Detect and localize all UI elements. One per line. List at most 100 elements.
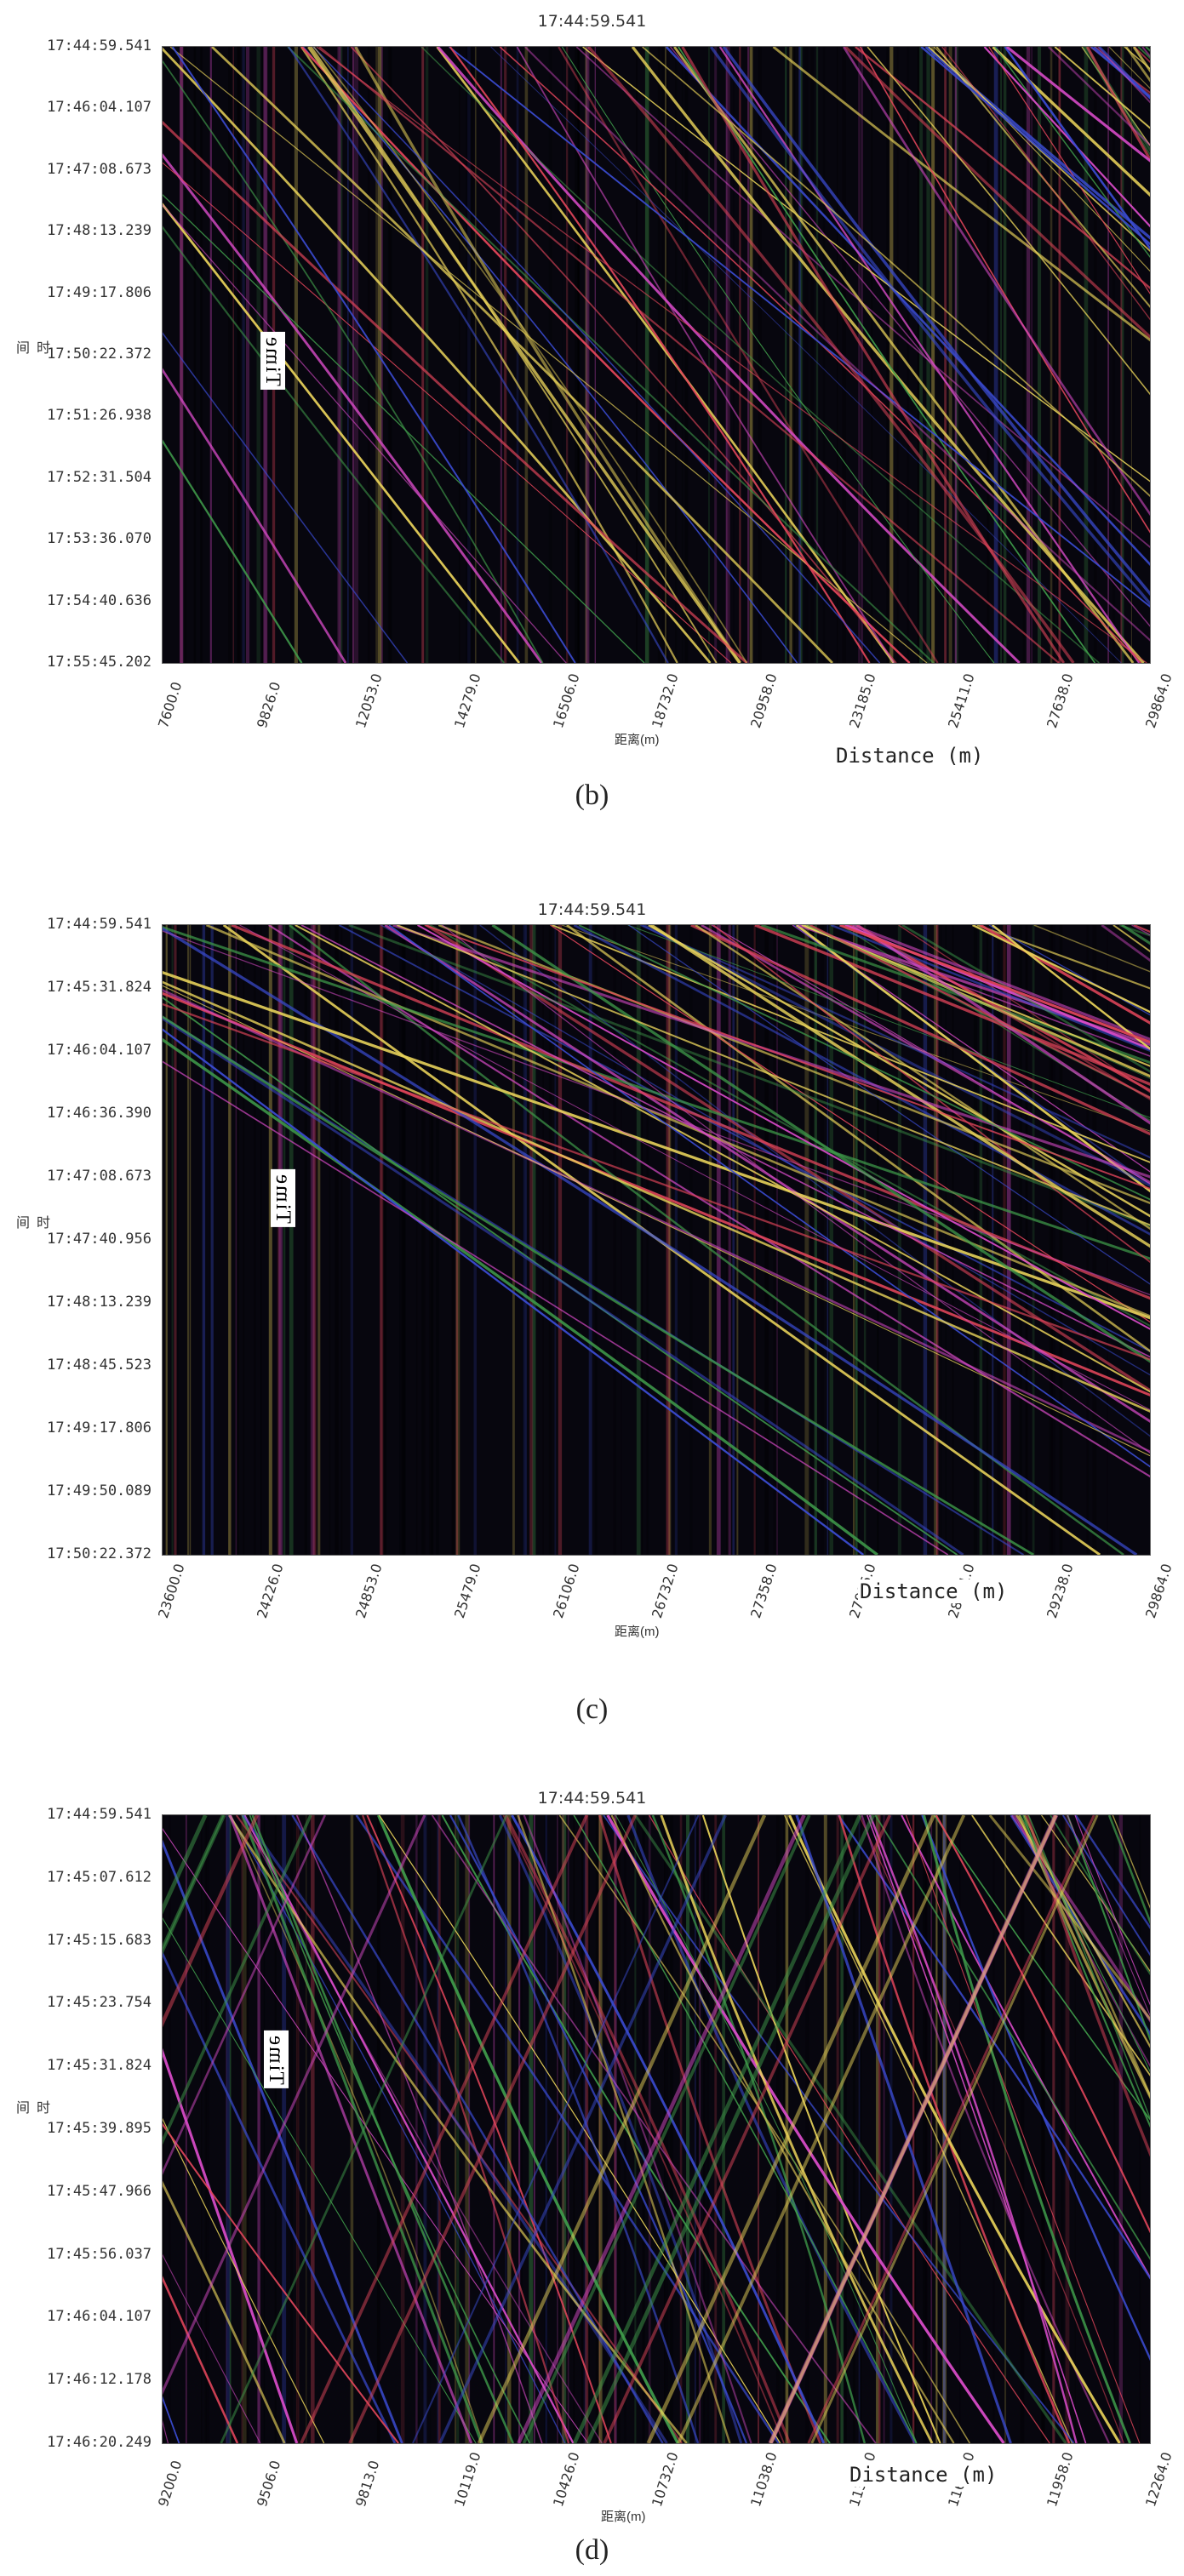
vertical-stripe bbox=[1113, 1815, 1116, 2443]
vertical-stripe bbox=[277, 925, 281, 1555]
vehicle-trace bbox=[1011, 1815, 1150, 2023]
vehicle-trace bbox=[417, 925, 1150, 1330]
vertical-stripe bbox=[380, 925, 384, 1555]
vertical-stripe bbox=[354, 47, 359, 663]
vehicle-trace bbox=[163, 204, 567, 663]
vehicle-trace bbox=[800, 925, 1150, 1058]
vertical-stripe bbox=[235, 925, 237, 1555]
vertical-stripe bbox=[415, 925, 418, 1555]
vertical-stripe bbox=[809, 925, 815, 1555]
vehicle-trace bbox=[163, 997, 958, 1555]
vehicle-trace bbox=[163, 194, 645, 663]
vertical-stripe bbox=[283, 925, 286, 1555]
vertical-stripe bbox=[180, 47, 184, 663]
vertical-stripe bbox=[883, 1815, 885, 2443]
y-tick-label: 17:51:26.938 bbox=[47, 407, 152, 425]
vertical-stripe bbox=[557, 1815, 558, 2443]
y-tick-label: 17:50:22.372 bbox=[47, 346, 152, 363]
vertical-stripe bbox=[1053, 47, 1055, 663]
vertical-stripe bbox=[294, 47, 298, 663]
vertical-stripe bbox=[466, 47, 469, 663]
vehicle-trace bbox=[1020, 1815, 1150, 2073]
vertical-stripe bbox=[350, 1815, 354, 2443]
vertical-stripe bbox=[455, 925, 460, 1555]
vehicle-trace bbox=[516, 47, 895, 663]
vehicle-trace bbox=[810, 1815, 1099, 2443]
panel-c-time-label: Time bbox=[271, 1169, 295, 1227]
vehicle-trace bbox=[615, 1815, 918, 2443]
vertical-stripe bbox=[378, 47, 382, 663]
vertical-stripe bbox=[706, 1815, 710, 2443]
vertical-stripe bbox=[709, 925, 712, 1555]
vertical-stripe bbox=[853, 925, 855, 1555]
vertical-stripe bbox=[338, 47, 340, 663]
vehicle-trace bbox=[287, 47, 935, 663]
vertical-stripe bbox=[798, 47, 801, 663]
vehicle-trace bbox=[163, 2180, 286, 2443]
vertical-stripe bbox=[945, 1815, 947, 2443]
vehicle-trace bbox=[924, 47, 1150, 240]
vertical-stripe bbox=[542, 925, 544, 1555]
panel-b-distance-label: Distance (m) bbox=[834, 744, 986, 768]
y-tick-label: 17:48:13.239 bbox=[47, 1294, 152, 1311]
vehicle-trace bbox=[424, 925, 1150, 1189]
vehicle-trace bbox=[651, 1815, 867, 2443]
vehicle-trace bbox=[809, 925, 1150, 1099]
vertical-stripe bbox=[1084, 47, 1089, 663]
vehicle-trace bbox=[650, 925, 1150, 1248]
vehicle-trace bbox=[991, 925, 1150, 1050]
panel-b-title: 17:44:59.541 bbox=[537, 12, 647, 31]
vehicle-trace bbox=[988, 47, 1150, 295]
vehicle-trace bbox=[844, 47, 1150, 339]
vertical-stripe bbox=[532, 925, 536, 1555]
vertical-stripe bbox=[458, 47, 460, 663]
vertical-stripe bbox=[925, 1815, 928, 2443]
vehicle-trace bbox=[449, 47, 1150, 608]
vertical-stripe bbox=[509, 1815, 513, 2443]
vertical-stripe bbox=[1041, 1815, 1046, 2443]
vehicle-trace bbox=[318, 47, 1060, 663]
vertical-stripe bbox=[646, 925, 649, 1555]
vertical-stripe bbox=[469, 47, 474, 663]
vehicle-trace bbox=[169, 47, 928, 663]
vertical-stripe bbox=[853, 925, 855, 1555]
vertical-stripe bbox=[732, 925, 735, 1555]
vertical-stripe bbox=[1107, 925, 1108, 1555]
vertical-stripe bbox=[423, 1815, 427, 2443]
vertical-stripe bbox=[169, 1815, 171, 2443]
vehicle-trace bbox=[1074, 1815, 1150, 2006]
vertical-stripe bbox=[598, 1815, 603, 2443]
vertical-stripe bbox=[792, 47, 796, 663]
vertical-stripe bbox=[237, 47, 240, 663]
vertical-stripe bbox=[284, 1815, 287, 2443]
vertical-stripe bbox=[295, 1815, 300, 2443]
y-tick-label: 17:55:45.202 bbox=[47, 654, 152, 671]
vertical-stripe bbox=[1107, 47, 1110, 663]
vertical-stripe bbox=[1032, 925, 1035, 1555]
vertical-stripe bbox=[1093, 47, 1097, 663]
vertical-stripe bbox=[665, 47, 666, 663]
vehicle-trace bbox=[678, 47, 1096, 663]
vehicle-trace bbox=[760, 925, 1150, 1065]
panel-c-title: 17:44:59.541 bbox=[537, 900, 647, 919]
vertical-stripe bbox=[1112, 47, 1116, 663]
vehicle-trace bbox=[362, 1815, 570, 2443]
vehicle-trace bbox=[971, 1815, 1150, 2076]
vehicle-trace bbox=[920, 47, 1150, 246]
vertical-stripe bbox=[577, 47, 580, 663]
vertical-stripe bbox=[594, 925, 598, 1555]
vertical-stripe bbox=[726, 925, 730, 1555]
vehicle-trace bbox=[163, 930, 1150, 1296]
vehicle-trace bbox=[230, 1815, 484, 2443]
vertical-stripe bbox=[857, 925, 861, 1555]
y-tick-label: 17:44:59.541 bbox=[47, 1806, 152, 1823]
panel-d-caption: (d) bbox=[575, 2534, 609, 2566]
vertical-stripe bbox=[524, 47, 529, 663]
vehicle-trace bbox=[1015, 1815, 1150, 2048]
vertical-stripe bbox=[184, 47, 187, 663]
vehicle-trace bbox=[163, 2048, 299, 2443]
vehicle-trace bbox=[163, 1028, 865, 1555]
panel-b-ylabel-cn: 时间 bbox=[14, 340, 49, 354]
y-tick-label: 17:46:12.178 bbox=[47, 2371, 152, 2389]
vertical-stripe bbox=[708, 925, 712, 1555]
